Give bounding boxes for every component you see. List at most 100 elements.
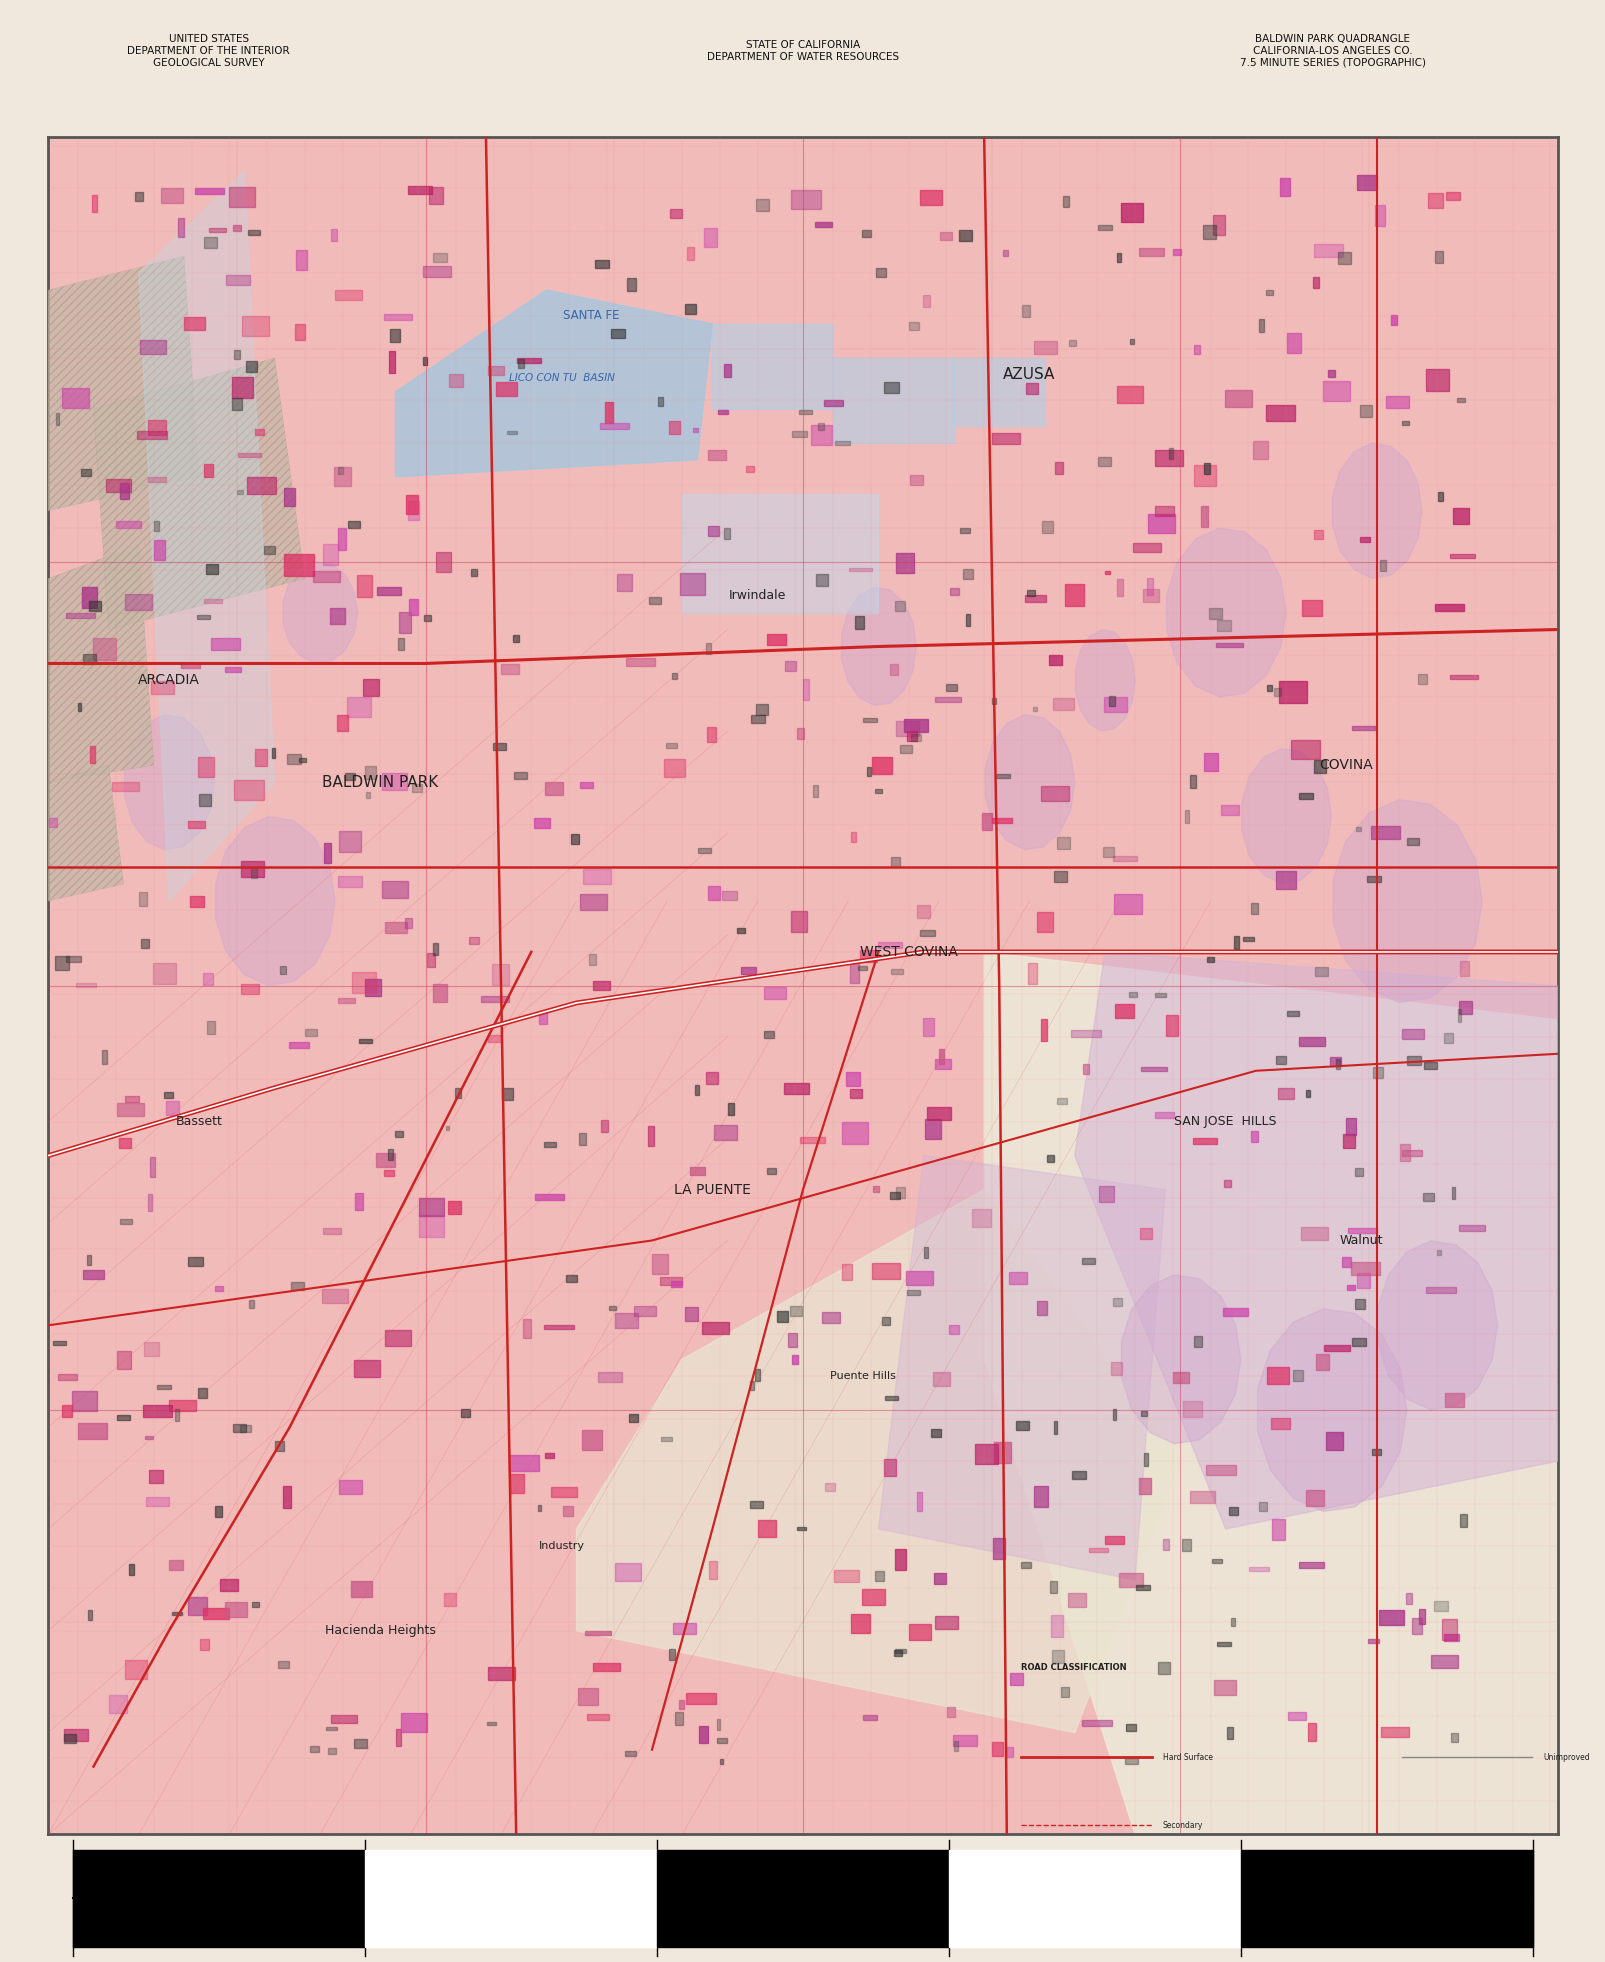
Bar [249,1299,254,1309]
Bar [419,1214,443,1236]
Bar [1037,912,1053,932]
Bar [716,1719,719,1730]
Bar [1287,1713,1305,1721]
Bar [191,897,204,906]
Bar [835,441,849,445]
Bar [215,1287,223,1291]
Bar [1335,1059,1339,1069]
Bar [141,940,149,948]
Polygon shape [833,357,953,443]
Bar [1157,1662,1170,1674]
Bar [664,759,684,777]
Bar [750,1381,754,1389]
Bar [247,230,260,235]
Bar [512,636,518,642]
Bar [896,1187,905,1197]
Bar [91,196,96,212]
Bar [1063,196,1067,206]
Bar [851,1615,870,1632]
Bar [125,1095,140,1103]
Bar [1258,1503,1266,1511]
Bar [310,1746,319,1752]
Bar [523,1318,531,1338]
Bar [181,663,199,667]
Bar [337,714,347,730]
Bar [188,1256,202,1265]
Bar [1313,245,1342,257]
Bar [1098,1187,1114,1203]
Bar [758,1521,775,1536]
Bar [1355,828,1359,832]
Bar [589,954,595,965]
Bar [1433,1601,1448,1611]
Bar [488,367,504,375]
Bar [719,1758,722,1764]
Bar [202,973,213,985]
Bar [284,553,313,575]
Text: SAN JOSE  HILLS: SAN JOSE HILLS [1173,1114,1276,1128]
Bar [1444,1393,1464,1407]
Bar [587,1713,608,1721]
Bar [326,1727,337,1730]
Polygon shape [125,714,213,850]
Bar [822,1313,839,1322]
Bar [597,1371,621,1381]
Text: Hard Surface: Hard Surface [1162,1752,1212,1762]
Bar [347,697,371,716]
Bar [1120,204,1143,222]
Bar [1459,1001,1470,1014]
Polygon shape [282,561,358,663]
Bar [551,1487,576,1497]
Bar [1266,404,1295,422]
Bar [1225,390,1250,406]
Bar [992,698,995,704]
Bar [1441,1619,1456,1640]
Bar [1194,345,1199,353]
Bar [672,1623,695,1634]
Bar [172,1613,181,1615]
Bar [353,1738,366,1748]
Bar [615,1564,640,1581]
Bar [934,1059,950,1069]
Bar [923,1248,928,1258]
Bar [387,1150,393,1160]
Bar [1014,1420,1029,1430]
Bar [287,755,302,763]
Bar [1226,1727,1233,1738]
Bar [1071,1030,1099,1036]
Bar [1040,1018,1046,1042]
Bar [724,363,730,377]
Bar [666,744,676,748]
Bar [767,634,786,645]
Bar [894,600,904,610]
Polygon shape [215,816,335,985]
Bar [538,1505,541,1511]
Bar [1209,608,1221,618]
Bar [714,1124,737,1140]
Bar [1371,826,1400,840]
Bar [939,1050,944,1063]
Bar [1359,404,1371,418]
Polygon shape [1241,749,1331,883]
Polygon shape [1074,952,1557,1528]
Bar [384,1171,393,1175]
Bar [796,1526,806,1530]
Bar [1082,1721,1111,1727]
Bar [233,398,242,410]
Bar [220,1579,238,1591]
Bar [616,573,632,591]
Bar [282,1485,291,1509]
Bar [876,269,884,277]
Bar [958,528,969,534]
Bar [1359,538,1369,542]
Bar [660,1277,681,1285]
Bar [791,190,820,208]
Bar [116,522,141,528]
Bar [1220,804,1239,814]
Bar [990,818,1011,824]
Bar [1054,463,1063,473]
Bar [199,1640,209,1650]
Bar [1306,1723,1314,1740]
Bar [242,316,268,336]
Bar [783,1083,809,1095]
